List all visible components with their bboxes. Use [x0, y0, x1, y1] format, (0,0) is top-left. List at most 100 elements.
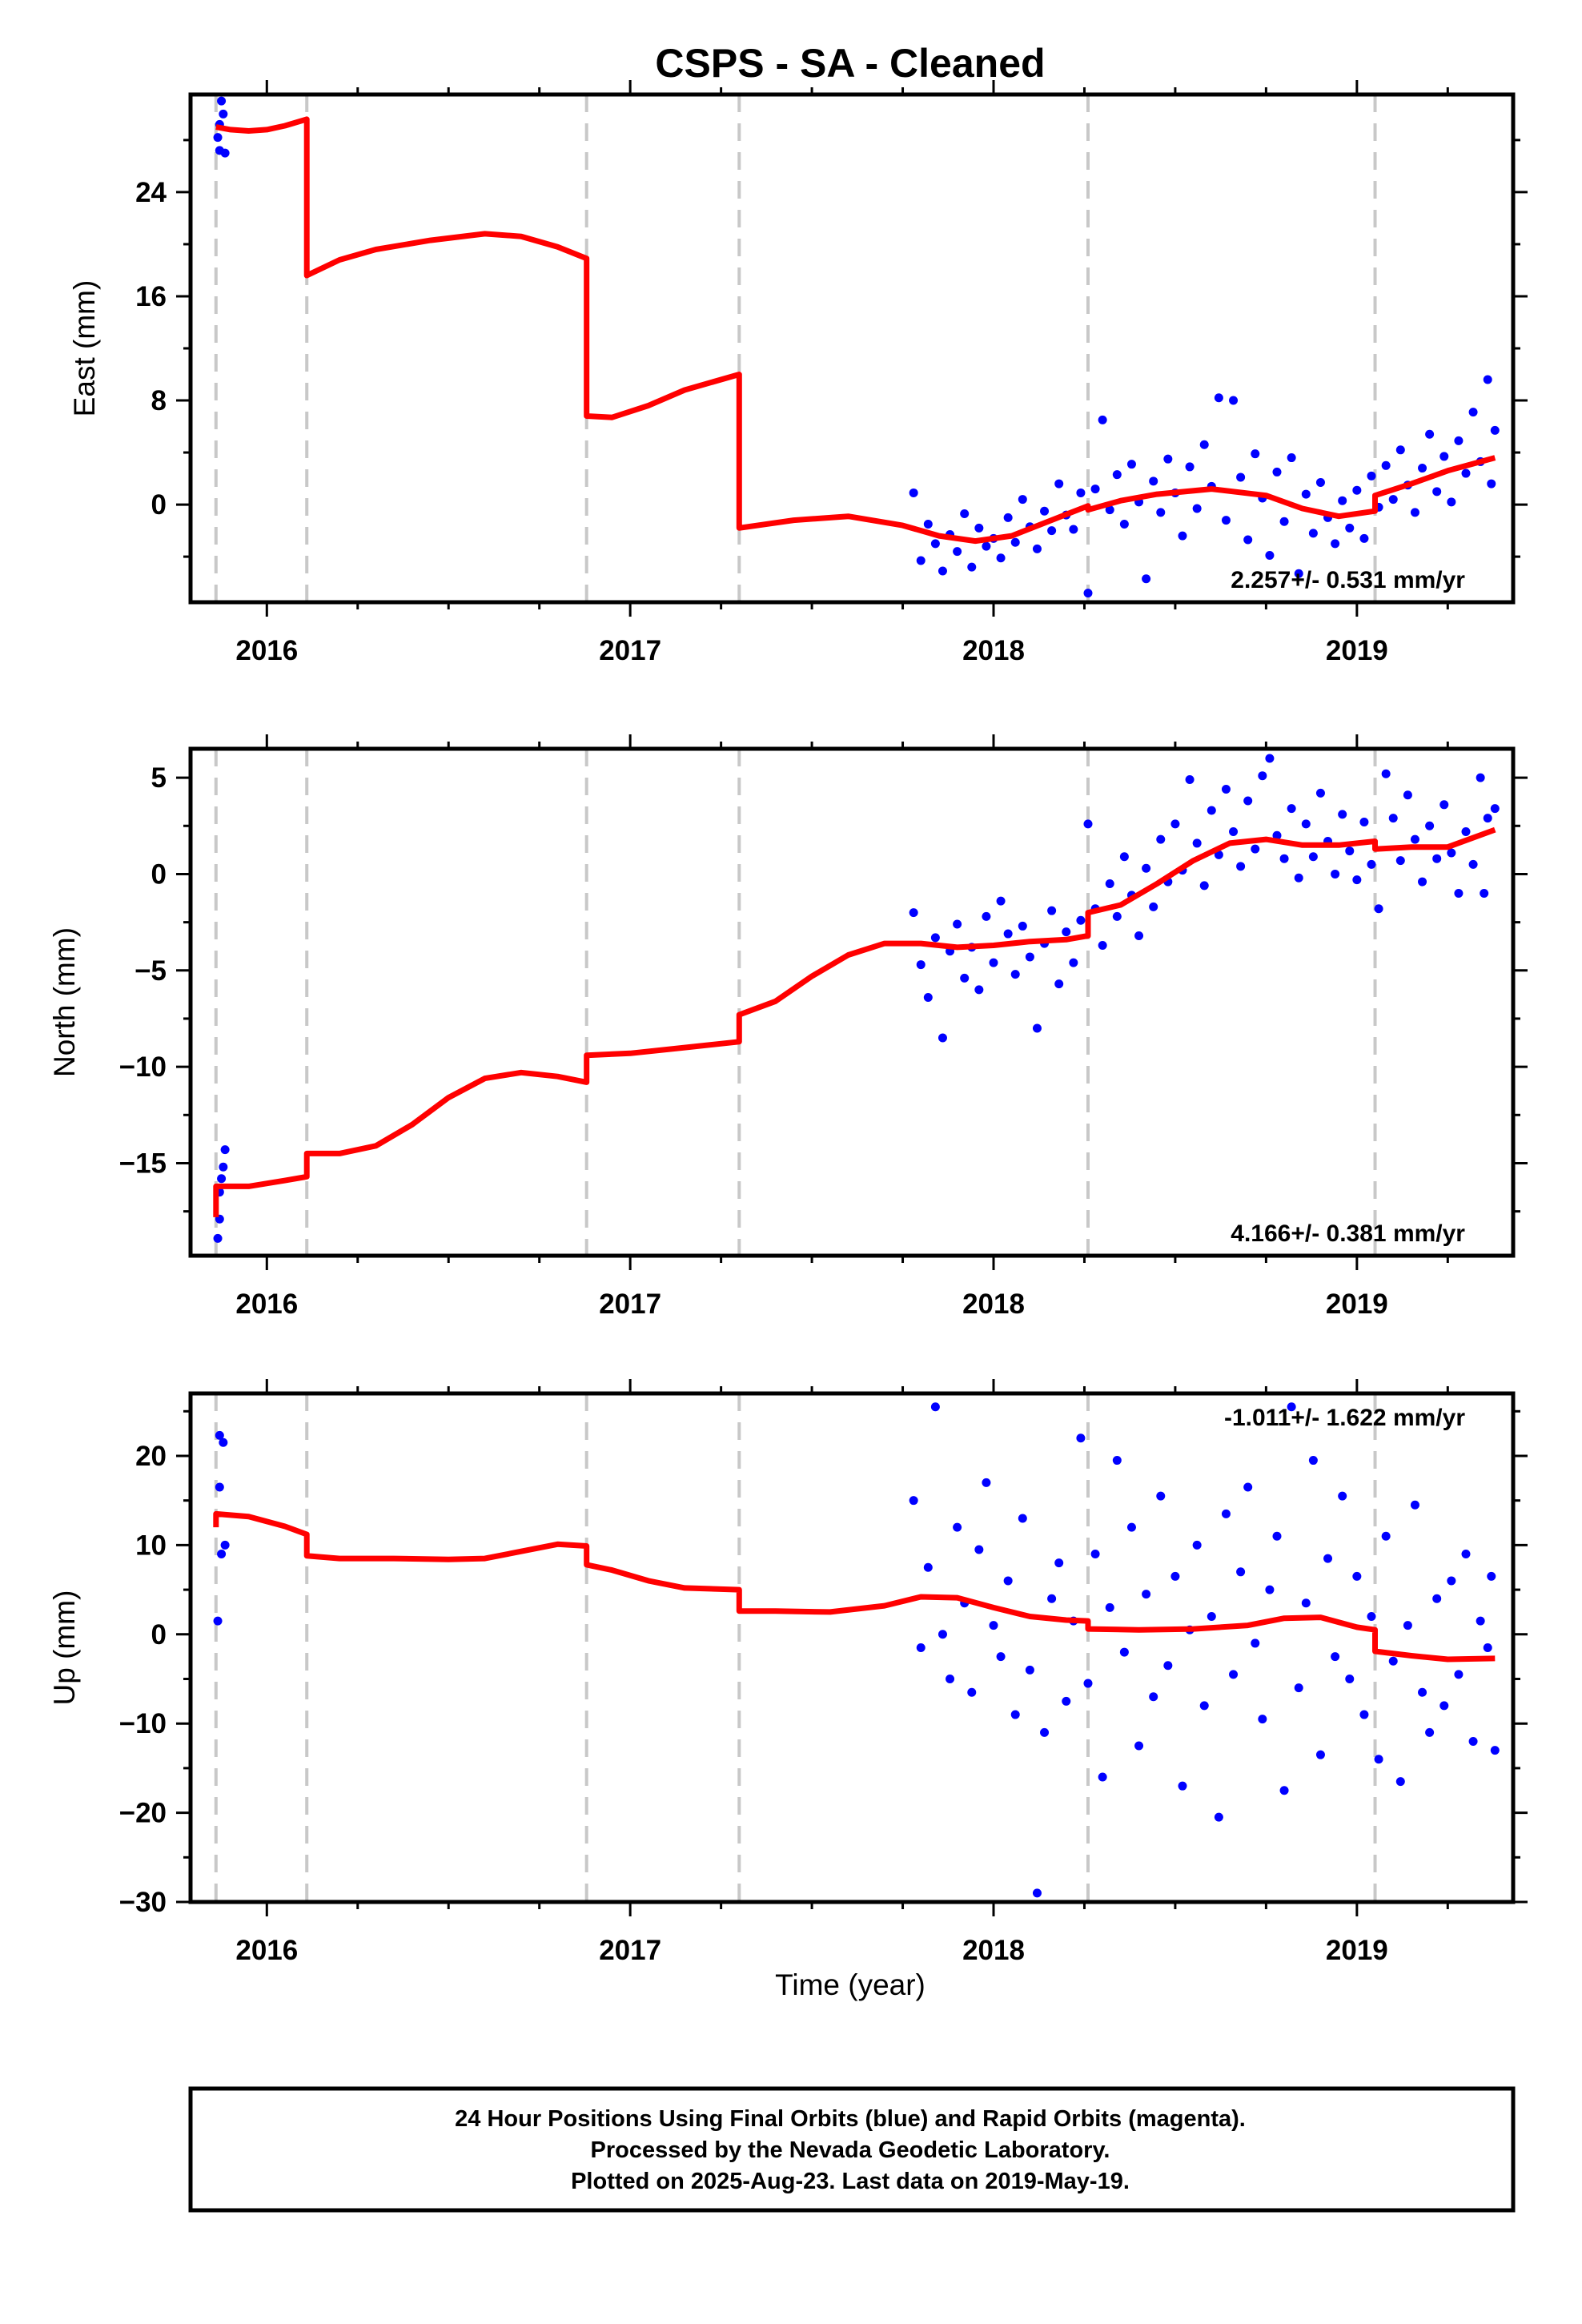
data-point [1367, 1612, 1376, 1622]
data-point [1221, 1509, 1231, 1518]
data-point [1010, 537, 1020, 547]
data-point [1134, 1741, 1144, 1751]
x-tick-label: 2019 [1326, 635, 1388, 666]
data-point [1112, 1456, 1122, 1466]
data-point [1294, 569, 1303, 578]
data-point [1388, 495, 1398, 505]
data-point [1054, 1558, 1064, 1568]
y-tick-label: −10 [119, 1708, 167, 1739]
data-point [1170, 1571, 1180, 1581]
footer-box: 24 Hour Positions Using Final Orbits (bl… [188, 2086, 1516, 2213]
data-point [1221, 785, 1231, 794]
y-tick-label: 5 [151, 762, 167, 794]
data-point [1468, 408, 1478, 417]
x-tick-label: 2018 [962, 1289, 1025, 1320]
data-point [1229, 1670, 1239, 1679]
data-point [982, 541, 991, 551]
data-point [1403, 1621, 1412, 1630]
data-point [1025, 1665, 1034, 1675]
y-tick-label: 20 [135, 1441, 167, 1472]
data-point [1199, 1701, 1209, 1711]
data-point [1025, 952, 1034, 962]
data-point [1083, 1679, 1093, 1688]
data-point [1192, 838, 1202, 848]
data-point [1487, 479, 1496, 489]
data-point [1003, 929, 1013, 939]
data-point [1003, 1576, 1013, 1586]
data-point [1418, 464, 1427, 473]
data-point [923, 519, 933, 529]
data-point [982, 911, 991, 921]
data-point [909, 1496, 918, 1506]
data-point [1149, 476, 1158, 486]
data-point [1425, 821, 1435, 830]
data-point [1374, 904, 1383, 914]
y-tick-label: −10 [119, 1051, 167, 1083]
data-point [1461, 1550, 1471, 1559]
data-point [1192, 1540, 1202, 1550]
y-tick-label: 0 [151, 858, 167, 890]
data-point [1381, 1531, 1391, 1541]
data-point [930, 1402, 940, 1412]
data-point [1149, 902, 1158, 911]
data-point [1287, 453, 1296, 463]
data-point [909, 488, 918, 497]
data-point [1083, 589, 1093, 598]
data-point [923, 992, 933, 1002]
data-point [1142, 574, 1151, 584]
data-point [1395, 1777, 1405, 1787]
data-point [1149, 1692, 1158, 1702]
data-point [1338, 496, 1347, 505]
data-point [1301, 1598, 1311, 1608]
data-point [1272, 467, 1282, 476]
data-point [1359, 1710, 1369, 1719]
panel-frame [188, 746, 1516, 1258]
data-point [1018, 921, 1027, 931]
data-point [1454, 1670, 1464, 1679]
data-point [923, 1562, 933, 1572]
data-point [1461, 468, 1471, 478]
data-point [1199, 881, 1209, 891]
data-point [946, 1674, 955, 1683]
footer-line-3: Plotted on 2025-Aug-23. Last data on 201… [571, 2169, 1130, 2194]
data-point [938, 1630, 947, 1639]
data-point [938, 566, 947, 576]
data-point [1294, 1683, 1303, 1693]
data-point [1214, 1812, 1223, 1822]
data-point [219, 1437, 228, 1447]
figure-title: CSPS - SA - Cleaned [655, 41, 1045, 86]
north-y-axis-label: North (mm) [48, 927, 81, 1077]
data-point [1010, 970, 1020, 979]
model-fit-line [215, 116, 1496, 545]
data-point [1265, 550, 1275, 560]
data-point [960, 973, 970, 983]
east-plot-area [213, 94, 1500, 602]
x-tick-label: 2016 [235, 1935, 298, 1966]
data-point [1040, 1727, 1050, 1737]
x-tick-label: 2019 [1326, 1289, 1388, 1320]
data-point [217, 1174, 227, 1184]
data-point [938, 1033, 947, 1043]
data-point [1308, 852, 1318, 862]
data-point [215, 1482, 224, 1492]
data-point [1156, 834, 1166, 844]
data-point [1251, 1638, 1260, 1648]
data-point [1323, 1554, 1333, 1563]
data-point [1105, 505, 1114, 515]
data-point [1395, 856, 1405, 866]
data-point [1315, 788, 1325, 798]
x-axis-label: Time (year) [775, 1968, 926, 2001]
data-point [1468, 859, 1478, 869]
data-point [1279, 1786, 1289, 1795]
data-point [1265, 1585, 1275, 1594]
data-point [1345, 523, 1355, 533]
data-point [1432, 854, 1442, 863]
data-point [1301, 819, 1311, 829]
data-point [1388, 814, 1398, 823]
data-point [1388, 1656, 1398, 1666]
y-tick-label: 0 [151, 1619, 167, 1651]
data-point [1214, 393, 1223, 403]
data-point [1163, 454, 1173, 464]
north-panel: 2016 2017 2018 2019 −15 −10 −5 0 5 North (mm) 4.16… [48, 734, 1528, 1320]
